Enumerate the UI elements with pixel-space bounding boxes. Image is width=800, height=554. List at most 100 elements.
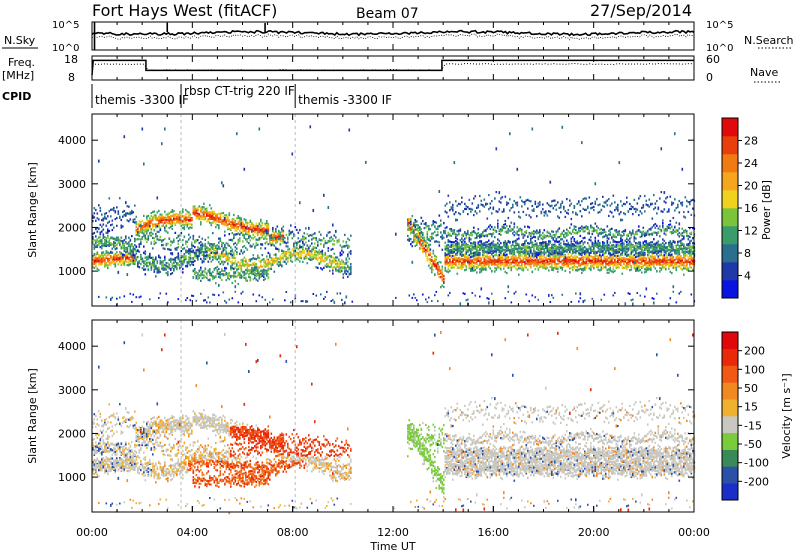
scatter-noise <box>351 300 354 303</box>
scatter-cell <box>204 267 207 270</box>
scatter-cell <box>231 254 234 257</box>
scatter-cell <box>198 247 201 250</box>
beam-label: Beam 07 <box>356 6 419 22</box>
scatter-cell <box>218 226 220 229</box>
scatter-cell <box>188 227 190 230</box>
scatter-cell <box>237 274 240 277</box>
scatter-cell <box>506 260 508 263</box>
scatter-cell <box>212 218 214 221</box>
scatter-cell <box>132 251 135 254</box>
scatter-cell <box>479 271 481 274</box>
scatter-cell <box>270 267 273 271</box>
scatter-cell <box>485 268 487 271</box>
scatter-cell <box>504 244 507 247</box>
scatter-cell <box>215 217 217 220</box>
scatter-cell <box>524 240 526 243</box>
scatter-noise <box>471 267 474 271</box>
scatter-cell <box>519 258 522 262</box>
scatter-cell <box>444 204 447 207</box>
scatter-cell <box>185 255 187 258</box>
scatter-cell <box>210 224 213 227</box>
scatter-cell <box>200 207 202 210</box>
scatter-cell <box>215 213 217 216</box>
scatter-cell <box>444 252 447 255</box>
scatter-cell <box>465 205 468 208</box>
scatter-cell <box>132 245 135 248</box>
scatter-cell <box>99 242 102 245</box>
scatter-cell <box>407 234 409 237</box>
scatter-cell <box>140 255 142 258</box>
scatter-noise <box>414 296 417 299</box>
scatter-cell <box>221 243 223 247</box>
scatter-cell <box>171 214 174 217</box>
scatter-cell <box>525 253 528 256</box>
scatter-cell <box>350 250 352 253</box>
scatter-cell <box>309 250 312 253</box>
scatter-cell <box>528 233 531 236</box>
scatter-cell <box>441 278 444 281</box>
scatter-cell <box>99 246 102 249</box>
scatter-cell <box>345 272 348 275</box>
scatter-cell <box>506 203 508 206</box>
scatter-noise <box>111 296 114 299</box>
scatter-cell <box>279 236 282 239</box>
scatter-cell <box>447 232 450 235</box>
scatter-cell <box>473 197 475 200</box>
scatter-cell <box>458 247 460 250</box>
scatter-cell <box>521 264 523 267</box>
scatter-cell <box>317 266 319 269</box>
scatter-noise <box>129 292 132 295</box>
scatter-cell <box>516 249 519 252</box>
scatter-cell <box>507 245 510 248</box>
scatter-cell <box>423 227 426 230</box>
scatter-cell <box>170 273 172 276</box>
scatter-cell <box>180 231 183 235</box>
scatter-cell <box>509 264 511 267</box>
scatter-cell <box>509 250 511 253</box>
scatter-cell <box>264 272 267 276</box>
scatter-cell <box>129 251 132 254</box>
scatter-cell <box>95 239 97 242</box>
scatter-cell <box>437 227 439 231</box>
scatter-cell <box>428 249 430 252</box>
scatter-cell <box>243 229 246 232</box>
scatter-cell <box>324 242 327 245</box>
scatter-cell <box>348 245 351 248</box>
scatter-cell <box>321 256 324 259</box>
scatter-cell <box>201 273 204 276</box>
scatter-cell <box>513 261 516 264</box>
scatter-noise <box>138 296 141 299</box>
scatter-cell <box>204 210 207 213</box>
scatter-cell <box>204 216 207 219</box>
scatter-cell <box>204 244 207 247</box>
scatter-noise <box>293 244 295 248</box>
scatter-cell <box>407 219 409 222</box>
scatter-cell <box>141 225 144 228</box>
scatter-cell <box>159 221 162 224</box>
scatter-cell <box>96 244 99 247</box>
scatter-cell <box>198 235 201 238</box>
scatter-cell <box>270 262 273 265</box>
scatter-cell <box>528 256 531 259</box>
scatter-noise <box>434 294 436 297</box>
scatter-cell <box>189 213 192 216</box>
date-label: 27/Sep/2014 <box>590 1 692 20</box>
scatter-noise <box>447 294 450 297</box>
scatter-cell <box>455 245 457 248</box>
scatter-cell <box>240 267 243 270</box>
scatter-cell <box>320 250 322 254</box>
scatter-cell <box>291 254 294 257</box>
scatter-cell <box>219 257 222 260</box>
scatter-cell <box>443 285 445 289</box>
scatter-cell <box>171 221 174 224</box>
scatter-cell <box>344 245 346 248</box>
scatter-cell <box>314 252 316 255</box>
scatter-cell <box>488 258 490 261</box>
scatter-cell <box>425 226 427 229</box>
scatter-cell <box>512 241 514 244</box>
scatter-noise <box>474 294 477 297</box>
scatter-cell <box>507 257 510 260</box>
scatter-cell <box>528 262 531 266</box>
scatter-cell <box>215 255 217 258</box>
scatter-cell <box>294 226 297 229</box>
